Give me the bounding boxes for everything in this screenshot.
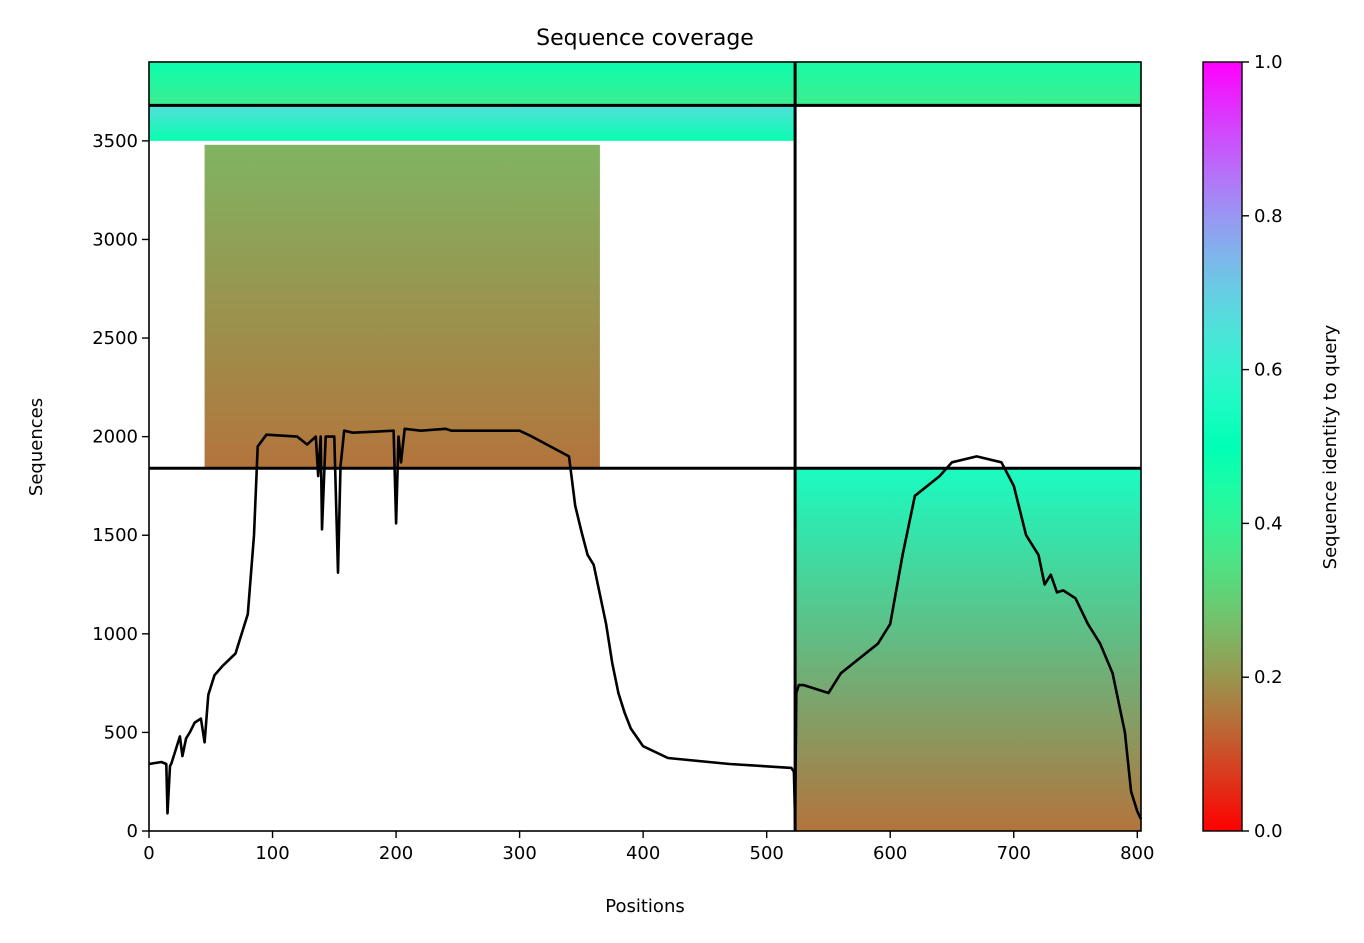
- axes: 0 100 200 300 400 500 600 700 800 0 500 1000 1500 200…: [92, 61, 1154, 864]
- y-tick-label: 500: [104, 722, 138, 743]
- x-tick-label: 500: [750, 843, 784, 864]
- x-tick-label: 600: [873, 843, 907, 864]
- colorbar-tick-label: 0.0: [1254, 821, 1283, 842]
- colorbar: 0.0 0.2 0.4 0.6 0.8 1.0: [1202, 52, 1283, 842]
- colorbar-tick-label: 1.0: [1254, 52, 1283, 73]
- x-tick-label: 0: [143, 843, 154, 864]
- x-tick-label: 800: [1120, 843, 1154, 864]
- colorbar-tick-label: 0.8: [1254, 206, 1283, 227]
- y-tick-label: 3000: [92, 229, 138, 250]
- y-tick-label: 3500: [92, 131, 138, 152]
- colorbar-label: Sequence identity to query: [1320, 324, 1341, 569]
- plot-frame: [148, 61, 1142, 832]
- colorbar-tick-label: 0.6: [1254, 360, 1283, 381]
- coverage-block: [795, 62, 1141, 106]
- x-tick-label: 700: [997, 843, 1031, 864]
- chart-title: Sequence coverage: [536, 26, 754, 51]
- x-tick-label: 100: [255, 843, 289, 864]
- coverage-block: [204, 144, 600, 469]
- x-tick-label: 200: [379, 843, 413, 864]
- y-tick-label: 0: [127, 821, 138, 842]
- x-tick-label: 300: [502, 843, 536, 864]
- coverage-blocks: [149, 62, 1141, 831]
- coverage-line: [148, 427, 1143, 823]
- x-axis-label: Positions: [605, 896, 684, 917]
- y-axis-label: Sequences: [26, 398, 47, 496]
- coverage-line-layer: [148, 427, 1143, 823]
- colorbar-tick-label: 0.2: [1254, 667, 1283, 688]
- coverage-block: [149, 105, 796, 141]
- colorbar-tick-label: 0.4: [1254, 513, 1283, 534]
- y-tick-label: 1000: [92, 624, 138, 645]
- y-tick-label: 2000: [92, 427, 138, 448]
- coverage-block: [795, 468, 1141, 831]
- coverage-block: [149, 62, 796, 106]
- x-tick-label: 400: [626, 843, 660, 864]
- y-tick-label: 2500: [92, 328, 138, 349]
- y-tick-label: 1500: [92, 525, 138, 546]
- colorbar-gradient: [1202, 61, 1243, 832]
